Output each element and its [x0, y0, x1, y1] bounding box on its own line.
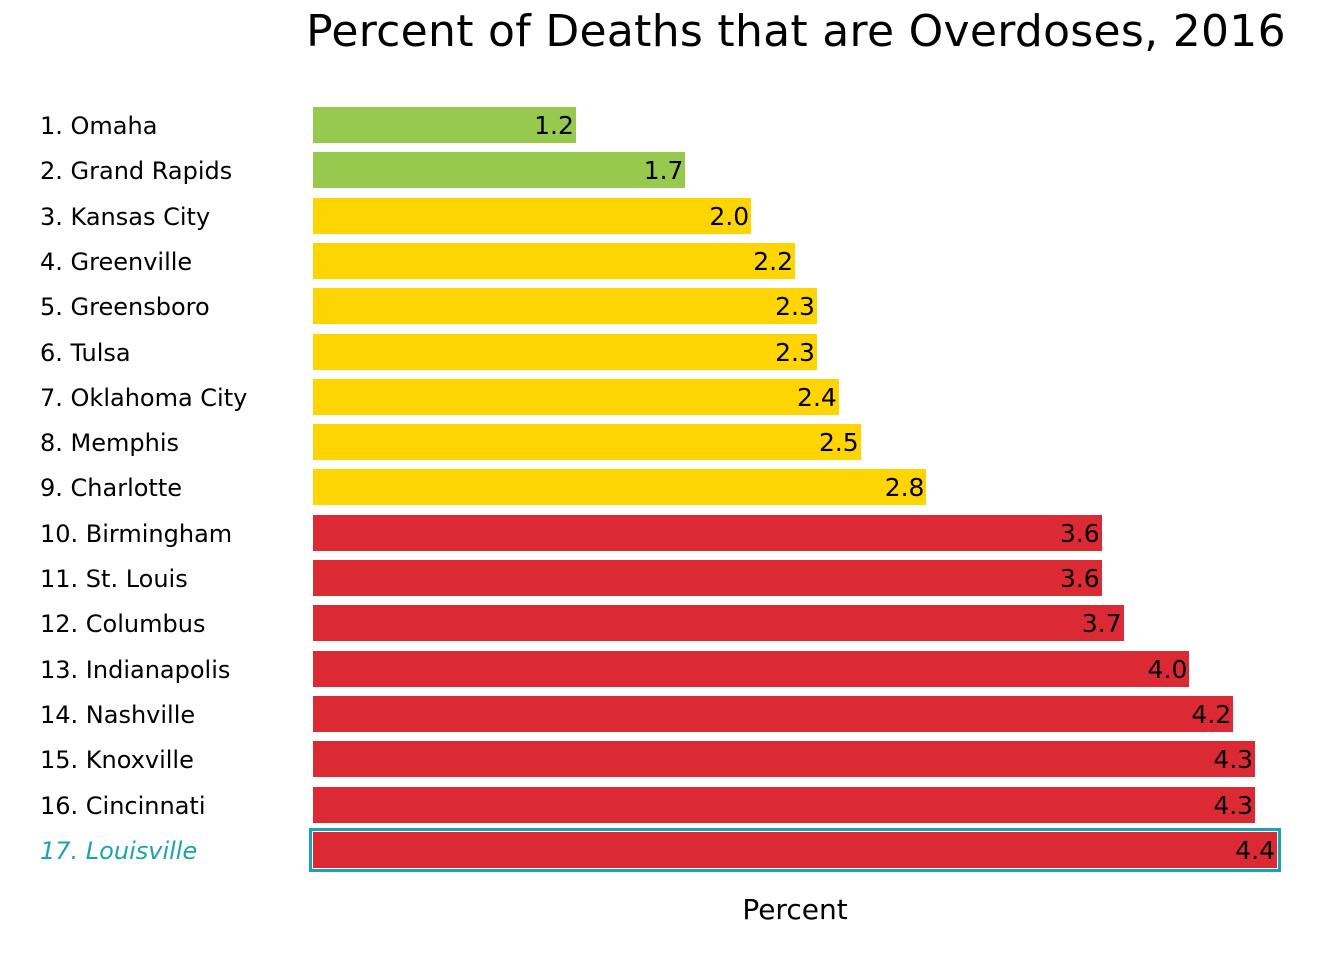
bar [313, 288, 817, 325]
bar-value-label: 2.5 [818, 428, 859, 458]
bar-value-label: 4.2 [1191, 699, 1232, 729]
category-label: 9. Charlotte [40, 474, 183, 503]
bar [313, 605, 1124, 642]
bar [313, 786, 1256, 823]
bar-value-label: 2.2 [753, 246, 793, 276]
bar-value-label: 3.6 [1059, 518, 1100, 548]
category-label: 8. Memphis [40, 429, 179, 458]
bar-value-label: 2.0 [709, 201, 750, 231]
bar [313, 831, 1277, 868]
category-label: 3. Kansas City [40, 202, 211, 231]
category-label: 5. Greensboro [40, 293, 210, 322]
bar [313, 650, 1190, 687]
category-label: 16. Cincinnati [40, 791, 206, 820]
x-axis-label: Percent [742, 893, 848, 926]
bar-value-label: 4.3 [1213, 790, 1254, 820]
bar [313, 242, 795, 279]
bar [313, 333, 817, 370]
bar-value-label: 4.3 [1213, 745, 1254, 775]
category-label: 10. Birmingham [40, 519, 233, 548]
bar [313, 152, 686, 189]
category-label: 7. Oklahoma City [40, 383, 248, 412]
bar-value-label: 3.7 [1081, 609, 1122, 639]
bar-value-label: 1.2 [534, 111, 574, 140]
bar [313, 197, 752, 234]
category-label: 17. Louisville [40, 836, 198, 865]
category-label: 11. St. Louis [40, 565, 188, 593]
category-label: 15. Knoxville [40, 746, 194, 775]
category-label: 12. Columbus [40, 610, 206, 639]
bar [313, 378, 839, 415]
category-label: 6. Tulsa [40, 338, 131, 367]
bar-value-label: 2.3 [775, 337, 815, 367]
bar-value-label: 4.0 [1147, 654, 1188, 684]
bar [313, 107, 576, 143]
category-label: 14. Nashville [40, 700, 196, 729]
category-label: 13. Indianapolis [40, 655, 231, 684]
bar-value-label: 2.3 [775, 292, 815, 322]
bar-value-label: 3.6 [1059, 564, 1100, 593]
bar [313, 469, 927, 506]
chart-title: Percent of Deaths that are Overdoses, 20… [306, 6, 1286, 57]
bar [313, 741, 1256, 778]
bar [313, 560, 1102, 596]
bar [313, 695, 1234, 732]
bar-value-label: 2.4 [797, 382, 837, 412]
bar-value-label: 4.4 [1235, 835, 1275, 865]
category-label: 1. Omaha [40, 112, 158, 140]
bar [313, 514, 1102, 551]
bar-value-label: 1.7 [643, 156, 684, 186]
category-label: 4. Greenville [40, 247, 193, 276]
bar-value-label: 2.8 [884, 473, 925, 503]
bar [313, 424, 861, 461]
category-label: 2. Grand Rapids [40, 157, 233, 186]
highlight-outline [309, 827, 1281, 872]
